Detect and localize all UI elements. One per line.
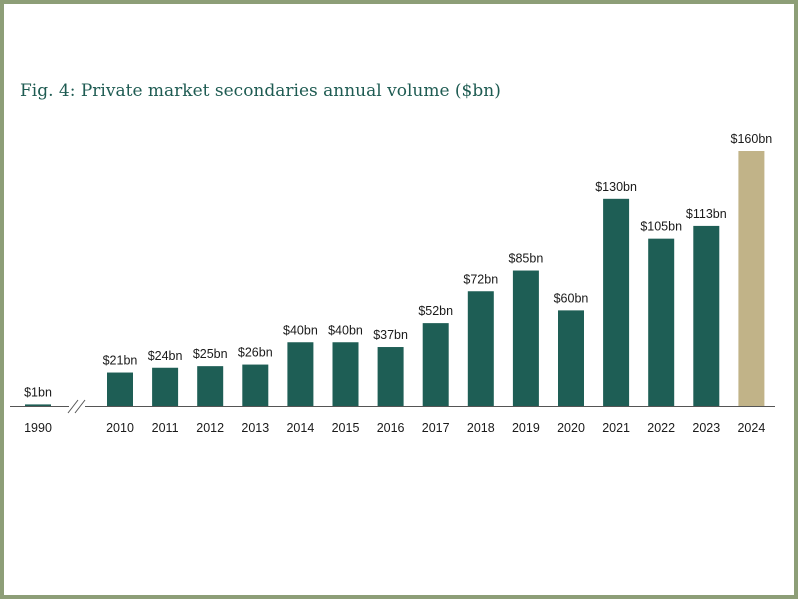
x-tick-2011: 2011: [152, 421, 179, 435]
bar-2010: [107, 372, 133, 406]
bar-2023: [693, 225, 720, 406]
x-tick-2012: 2012: [196, 421, 224, 435]
axis-break-slash-2: [74, 399, 86, 414]
value-label-2022: $105bn: [640, 220, 682, 234]
chart-title: Fig. 4: Private market secondaries annua…: [20, 81, 501, 101]
x-tick-2017: 2017: [422, 421, 450, 435]
value-label-2023: $113bn: [686, 207, 727, 221]
x-tick-2024: 2024: [737, 421, 765, 435]
value-label-2019: $85bn: [509, 252, 544, 266]
x-tick-2022: 2022: [647, 421, 675, 435]
value-label-2015: $40bn: [328, 323, 363, 337]
x-tick-2013: 2013: [241, 421, 269, 435]
x-tick-2023: 2023: [692, 421, 720, 435]
value-label-2012: $25bn: [193, 347, 228, 361]
bar-2012: [197, 366, 224, 406]
bars-group: $1bn $21bn $24bn $25bn $26bn $40bn $40bn $37bn $…: [24, 132, 772, 406]
bar-2018: [467, 291, 494, 406]
bar-2013: [242, 364, 269, 406]
bar-2017: [422, 323, 449, 406]
bar-2022: [648, 238, 675, 406]
value-label-2016: $37bn: [373, 328, 408, 342]
value-label-2013: $26bn: [238, 346, 273, 360]
bar-2021: [603, 198, 630, 406]
bar-2024: [738, 151, 765, 406]
value-label-2020: $60bn: [554, 291, 589, 305]
x-tick-2019: 2019: [512, 421, 540, 435]
value-label-2014: $40bn: [283, 323, 318, 337]
value-label-2011: $24bn: [148, 349, 183, 363]
bar-2016: [377, 347, 404, 406]
bar-2011: [152, 367, 179, 406]
value-label-2024: $160bn: [731, 132, 773, 146]
value-label-1990: $1bn: [24, 385, 52, 399]
value-label-2018: $72bn: [463, 272, 498, 286]
x-tick-2021: 2021: [602, 421, 630, 435]
bar-2014: [287, 342, 314, 406]
x-tick-1990: 1990: [24, 421, 52, 435]
bar-2019: [512, 270, 539, 406]
bar-2020: [558, 310, 584, 406]
axis-break-slash-1: [67, 399, 79, 414]
axis-break-gap: [69, 403, 85, 410]
x-tick-2018: 2018: [467, 421, 495, 435]
bar-2015: [332, 342, 359, 406]
axis-break-marker: [67, 399, 86, 414]
value-label-2017: $52bn: [418, 304, 453, 318]
x-tick-2015: 2015: [332, 421, 360, 435]
bar-1990: [25, 404, 51, 406]
x-tick-2014: 2014: [286, 421, 314, 435]
x-tick-2010: 2010: [106, 421, 134, 435]
x-tick-2020: 2020: [557, 421, 585, 435]
value-label-2021: $130bn: [595, 180, 637, 194]
x-tick-2016: 2016: [377, 421, 405, 435]
x-tick-labels: 1990 2010 2011 2012 2013 2014 2015 2016 2017 2018…: [24, 421, 765, 435]
value-label-2010: $21bn: [103, 354, 138, 368]
